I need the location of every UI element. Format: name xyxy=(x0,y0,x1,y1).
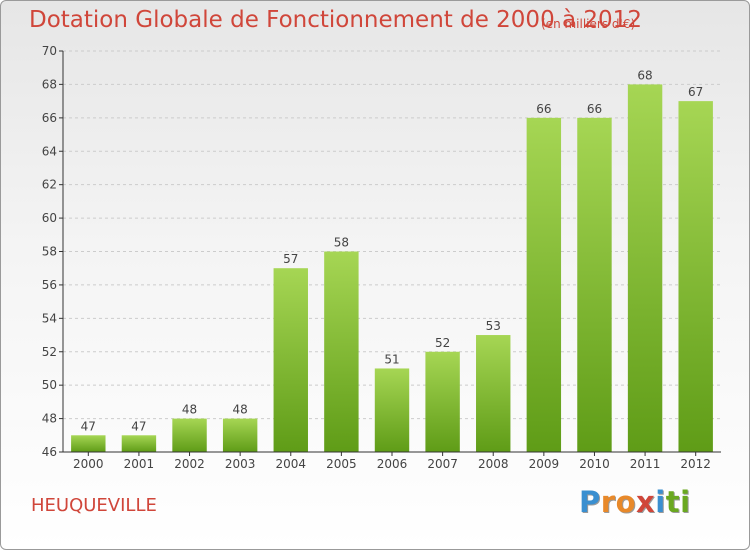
axes: 46 48 50 52 54 56 58 60 62 64 66 68 70 2000 2001 2002 20… xyxy=(42,44,721,471)
x-tick-label-2006: 2006 xyxy=(377,457,408,471)
bar-2011 xyxy=(627,84,663,453)
data-label-2008: 53 xyxy=(486,319,501,333)
logo-letter: o xyxy=(615,485,637,519)
data-label-2005: 58 xyxy=(334,236,349,250)
y-tick-label: 64 xyxy=(42,144,57,158)
data-label-2001: 47 xyxy=(131,419,146,433)
y-tick-label: 54 xyxy=(42,311,57,325)
bar-2009 xyxy=(526,117,562,452)
bar-2004 xyxy=(273,268,308,452)
y-tick-label: 46 xyxy=(42,445,57,459)
bar-2005 xyxy=(324,251,359,452)
data-label-2006: 51 xyxy=(384,352,399,366)
commune-name: HEUQUEVILLE xyxy=(31,495,157,516)
y-tick-label: 48 xyxy=(42,412,57,426)
logo-letter: i xyxy=(680,485,691,519)
data-label-2007: 52 xyxy=(435,336,450,350)
chart-subtitle: (en milliers d'€) xyxy=(541,17,636,31)
data-label-2012: 67 xyxy=(688,85,703,99)
bar-2008 xyxy=(476,335,511,452)
chart-title: Dotation Globale de Fonctionnement de 20… xyxy=(29,7,642,33)
data-label-2010: 66 xyxy=(587,102,602,116)
data-label-2003: 48 xyxy=(233,403,248,417)
x-tick-label-2001: 2001 xyxy=(124,457,155,471)
x-tick-label-2012: 2012 xyxy=(680,457,711,471)
bar-2012 xyxy=(678,101,713,452)
logo-letter: t xyxy=(665,485,681,519)
bar-2003 xyxy=(222,418,258,452)
bar-2006 xyxy=(374,368,410,452)
logo-letter: P xyxy=(579,485,601,519)
bar-2010 xyxy=(577,117,612,452)
data-label-2000: 47 xyxy=(81,419,96,433)
data-label-2011: 68 xyxy=(637,68,652,82)
x-tick-label-2010: 2010 xyxy=(579,457,610,471)
y-tick-label: 68 xyxy=(42,77,57,91)
proxiti-logo: Proxiti xyxy=(579,485,691,519)
logo-letter: r xyxy=(600,485,616,519)
x-tick-label-2008: 2008 xyxy=(478,457,509,471)
x-tick-label-2004: 2004 xyxy=(275,457,306,471)
y-tick-label: 66 xyxy=(42,111,57,125)
x-tick-label-2003: 2003 xyxy=(225,457,256,471)
bar-2002 xyxy=(172,418,207,452)
bar-2001 xyxy=(121,435,157,452)
x-tick-label-2011: 2011 xyxy=(630,457,661,471)
y-tick-label: 58 xyxy=(42,245,57,259)
y-tick-label: 62 xyxy=(42,178,57,192)
x-tick-label-2000: 2000 xyxy=(73,457,104,471)
data-label-2002: 48 xyxy=(182,403,197,417)
logo-letter: i xyxy=(655,485,666,519)
bar-2007 xyxy=(425,351,460,452)
data-labels: 47 47 48 48 57 58 51 52 53 66 66 68 67 xyxy=(81,68,704,433)
y-tick-label: 52 xyxy=(42,345,57,359)
data-label-2009: 66 xyxy=(536,102,551,116)
y-tick-label: 50 xyxy=(42,378,57,392)
y-tick-label: 60 xyxy=(42,211,57,225)
data-label-2004: 57 xyxy=(283,252,298,266)
y-tick-label: 56 xyxy=(42,278,57,292)
logo-letter: x xyxy=(636,485,656,519)
x-tick-label-2009: 2009 xyxy=(529,457,560,471)
x-tick-label-2007: 2007 xyxy=(427,457,458,471)
bars xyxy=(71,84,713,453)
bar-2000 xyxy=(71,435,106,452)
x-tick-label-2005: 2005 xyxy=(326,457,357,471)
y-tick-label: 70 xyxy=(42,44,57,58)
x-tick-label-2002: 2002 xyxy=(174,457,205,471)
